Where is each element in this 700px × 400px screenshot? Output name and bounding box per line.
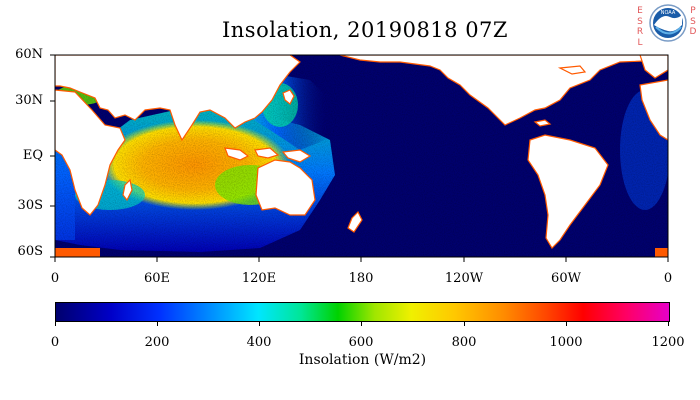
lat-label-eq: EQ: [22, 148, 43, 163]
colorbar-title: Insolation (W/m2): [298, 352, 427, 368]
antarctic-coast: [55, 248, 100, 257]
colorbar: [55, 302, 670, 322]
lat-label-60s: 60S: [17, 244, 43, 259]
lon-label-0: 0: [50, 271, 60, 286]
lon-ticks: [54, 257, 669, 262]
lat-label-30n: 30N: [15, 93, 43, 108]
lon-label-60e: 60E: [143, 271, 171, 286]
lon-label-120e: 120E: [241, 271, 277, 286]
colorbar-label-1200: 1200: [651, 335, 685, 350]
colorbar-label-1000: 1000: [549, 335, 583, 350]
map-title: Insolation, 20190818 07Z: [221, 18, 509, 42]
lat-label-30s: 30S: [17, 198, 43, 213]
map-field: [55, 55, 668, 257]
lat-label-60n: 60N: [15, 47, 43, 62]
lon-label-120w: 120W: [444, 271, 484, 286]
landmasses: [55, 55, 668, 249]
colorbar-label-600: 600: [348, 335, 374, 350]
lon-label-180: 180: [348, 271, 374, 286]
noaa-logo-icon: NOAA: [649, 4, 687, 42]
colorbar-label-400: 400: [246, 335, 272, 350]
colorbar-label-200: 200: [144, 335, 170, 350]
lon-label-60w: 60W: [551, 271, 581, 286]
colorbar-label-0: 0: [50, 335, 60, 350]
svg-text:NOAA: NOAA: [661, 10, 676, 16]
lon-label-0-east: 0: [663, 271, 673, 286]
lat-ticks: [50, 54, 55, 258]
colorbar-label-800: 800: [451, 335, 477, 350]
